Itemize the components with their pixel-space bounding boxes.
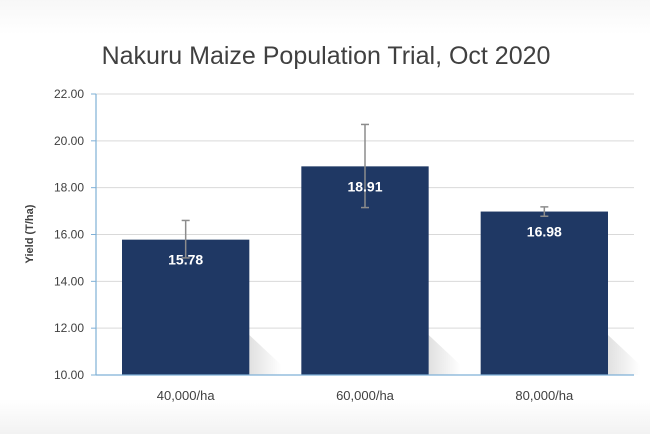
bar-value-label: 18.91 — [347, 178, 382, 194]
bar-value-label: 15.78 — [168, 252, 203, 268]
x-tick-label: 80,000/ha — [515, 388, 574, 403]
error-bars — [181, 123, 549, 259]
y-tick-label: 16.00 — [54, 228, 84, 242]
y-tick-label: 18.00 — [54, 181, 84, 195]
data-labels: 15.78 18.91 16.98 — [168, 178, 562, 267]
y-axis-label: Yield (T/ha) — [24, 204, 36, 263]
bar — [480, 211, 608, 375]
y-tick-label: 20.00 — [54, 134, 84, 148]
y-tick-label: 14.00 — [54, 274, 84, 288]
x-tick-label: 40,000/ha — [157, 388, 216, 403]
tick-labels: 10.00 12.00 14.00 16.00 18.00 20.00 22.00 40,00… — [54, 87, 574, 403]
y-tick-label: 22.00 — [54, 87, 84, 101]
bar-shadows — [249, 335, 640, 375]
y-tick-label: 12.00 — [54, 321, 84, 335]
bar-shadow — [249, 335, 282, 375]
bar-shadow — [428, 335, 461, 375]
bars — [122, 166, 608, 375]
chart-title: Nakuru Maize Population Trial, Oct 2020 — [102, 42, 551, 70]
y-tick-label: 10.00 — [54, 368, 84, 382]
x-tick-label: 60,000/ha — [336, 388, 395, 403]
bar-value-label: 16.98 — [527, 224, 562, 240]
bar-shadow — [607, 335, 640, 375]
axes — [91, 93, 634, 376]
bar — [122, 239, 250, 375]
